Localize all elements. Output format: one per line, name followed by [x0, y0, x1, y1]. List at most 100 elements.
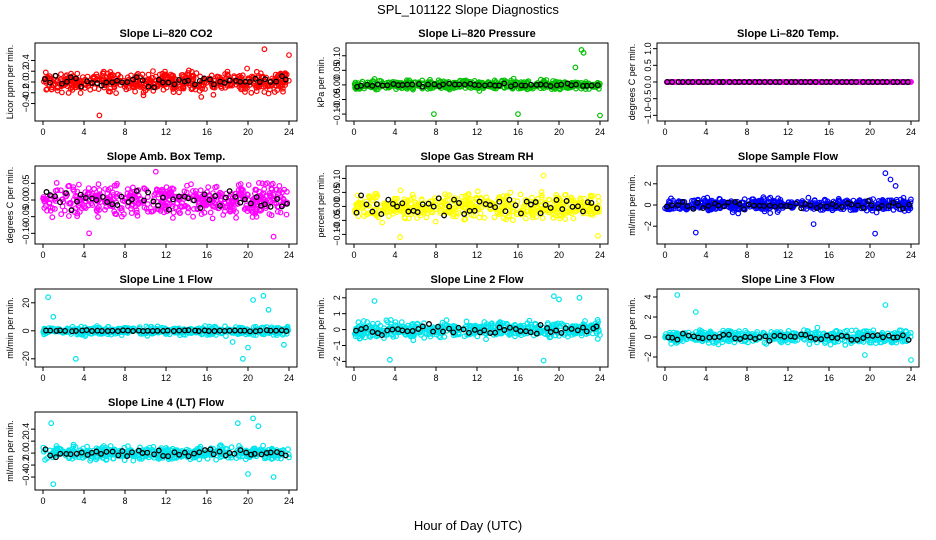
data-point: [190, 213, 197, 220]
data-point: [58, 211, 65, 218]
mean-point: [475, 82, 482, 89]
y-tick-label: 0.0: [643, 76, 653, 89]
data-point: [476, 88, 483, 94]
mean-point: [547, 83, 554, 90]
data-point: [200, 82, 207, 88]
data-point: [152, 168, 159, 175]
y-tick-label: 1.0: [643, 42, 653, 55]
data-point: [123, 86, 130, 93]
data-point: [45, 294, 51, 301]
data-point: [62, 73, 69, 79]
x-tick-label: 20: [554, 127, 564, 137]
x-tick-label: 0: [662, 373, 667, 383]
mean-point: [446, 80, 453, 87]
data-point: [54, 84, 61, 91]
data-point: [172, 84, 179, 91]
data-point: [93, 71, 100, 78]
y-tick-label: 0.05: [332, 62, 342, 80]
data-point: [867, 79, 874, 85]
mean-point: [409, 81, 416, 88]
data-point: [248, 89, 255, 96]
data-point: [62, 207, 68, 214]
y-tick-label: −0.2: [21, 84, 31, 102]
mean-point: [78, 83, 85, 90]
data-point: [512, 333, 518, 340]
mean-point: [103, 79, 110, 86]
main-title: SPL_101122 Slope Diagnostics: [377, 2, 559, 17]
data-point: [872, 230, 878, 237]
x-tick-label: 0: [662, 127, 667, 137]
mean-point: [145, 83, 152, 90]
mean-point: [425, 81, 432, 88]
data-point: [150, 68, 156, 74]
data-point: [261, 46, 268, 53]
data-point: [246, 81, 253, 88]
x-tick-label: 0: [351, 250, 356, 260]
mean-point: [374, 81, 381, 88]
x-tick-label: 0: [351, 373, 356, 383]
x-tick-label: 24: [906, 250, 916, 260]
data-point: [262, 83, 269, 89]
mean-point: [440, 81, 447, 88]
data-point: [427, 76, 433, 83]
mean-point: [252, 75, 259, 82]
y-tick-label: −0.10: [21, 222, 31, 245]
y-tick-label: −0.10: [332, 103, 342, 126]
data-point: [65, 89, 72, 96]
data-point: [129, 184, 136, 191]
x-tick-label: 16: [824, 373, 834, 383]
panel-title: Slope Li–820 CO2: [120, 28, 213, 40]
data-point: [767, 210, 774, 217]
x-tick-label: 20: [554, 250, 564, 260]
data-point: [53, 179, 60, 186]
y-tick-label: 1: [332, 311, 342, 316]
x-tick-label: 16: [202, 250, 212, 260]
mean-point: [139, 77, 146, 84]
x-tick-label: 4: [703, 373, 708, 383]
x-tick-label: 16: [513, 373, 523, 383]
data-point: [261, 89, 268, 95]
mean-point: [709, 79, 716, 85]
data-point: [140, 89, 147, 96]
mean-point: [537, 81, 544, 88]
data-point: [597, 112, 603, 119]
data-point: [250, 297, 257, 303]
data-point: [207, 209, 214, 216]
data-point: [211, 84, 218, 91]
data-point: [244, 65, 251, 72]
data-point: [540, 172, 547, 179]
y-tick-label: −2: [643, 221, 653, 231]
x-tick-label: 12: [472, 127, 482, 137]
mean-point: [176, 76, 182, 83]
y-tick-label: 0: [332, 327, 342, 332]
mean-point: [679, 79, 686, 85]
y-axis-label: ml/min per min.: [5, 297, 15, 359]
x-tick-label: 12: [161, 250, 171, 260]
x-tick-label: 24: [906, 127, 916, 137]
data-point: [595, 193, 601, 200]
mean-point: [210, 81, 217, 88]
y-tick-label: 0: [643, 202, 653, 207]
mean-point: [94, 80, 101, 87]
y-tick-label: 2: [643, 314, 653, 319]
mean-point: [52, 72, 59, 79]
x-tick-label: 4: [392, 373, 397, 383]
mean-point: [47, 79, 53, 86]
data-point: [908, 78, 914, 85]
data-point: [65, 213, 72, 219]
x-tick-label: 20: [243, 373, 253, 383]
data-point: [114, 71, 121, 78]
mean-point: [165, 79, 172, 86]
mean-point: [580, 82, 586, 89]
data-point: [760, 79, 766, 85]
x-tick-label: 24: [595, 250, 605, 260]
data-point: [140, 92, 147, 99]
data-point: [596, 85, 602, 92]
x-tick-label: 0: [40, 250, 45, 260]
plot-frame: [656, 288, 920, 368]
mean-point: [155, 76, 162, 83]
mean-point: [159, 79, 166, 86]
data-point: [139, 84, 146, 90]
mean-point: [282, 76, 289, 83]
